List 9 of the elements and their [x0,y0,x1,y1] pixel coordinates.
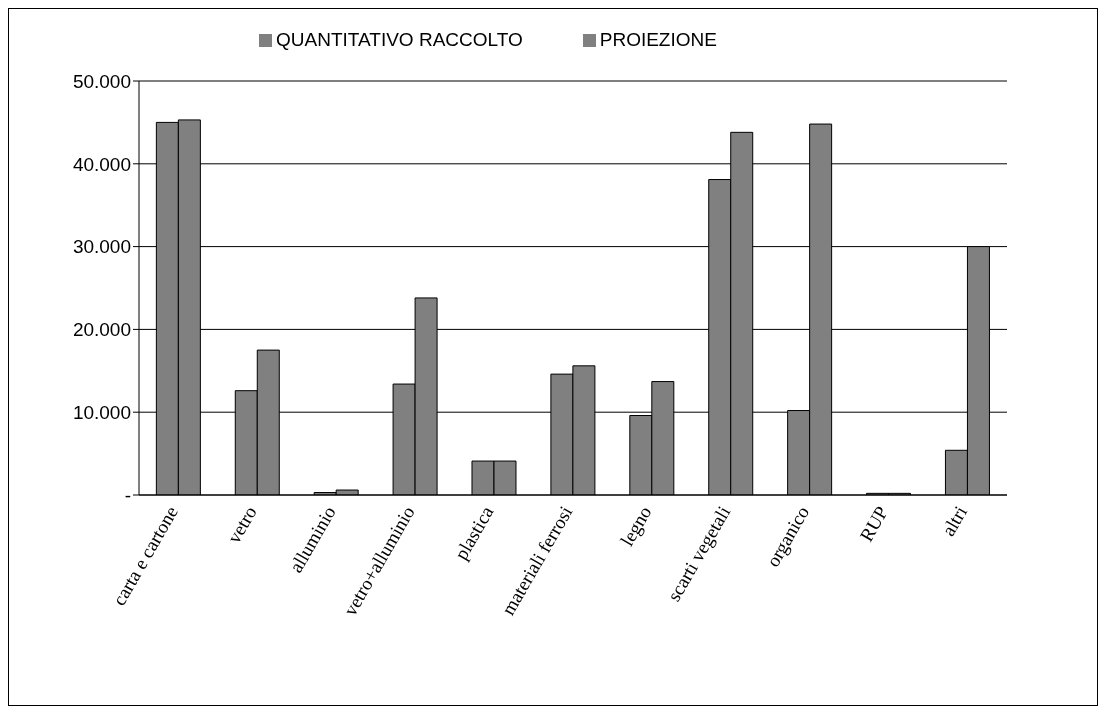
x-tick-label: altri [937,502,972,540]
y-tick-label: 10.000 [72,401,131,423]
y-tick-label: 20.000 [72,319,131,341]
y-tick-label: - [124,484,131,506]
y-tick-label: 50.000 [72,70,131,92]
y-tick-label: 40.000 [72,153,131,175]
legend-label: PROIEZIONE [599,29,717,50]
legend-label: QUANTITATIVO RACCOLTO [276,29,523,50]
y-tick-label: 30.000 [72,236,131,258]
